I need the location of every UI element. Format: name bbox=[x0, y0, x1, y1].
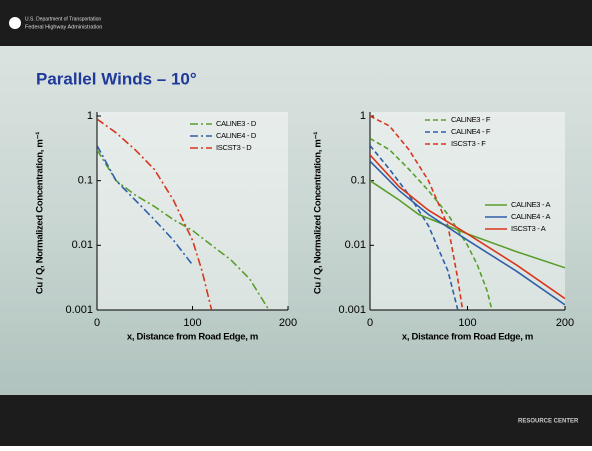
x-tick-label: 100 bbox=[458, 317, 476, 329]
legend-label: ISCST3 - A bbox=[511, 224, 546, 233]
series-line bbox=[370, 160, 565, 306]
x-tick-label: 0 bbox=[94, 317, 100, 329]
x-axis-label: x, Distance from Road Edge, m bbox=[127, 332, 258, 343]
y-tick-label: 1 bbox=[360, 110, 366, 122]
y-tick-label: 1 bbox=[87, 110, 93, 122]
series-line bbox=[370, 115, 464, 310]
bottom-band bbox=[0, 395, 592, 446]
agency: Federal Highway Administration bbox=[25, 24, 102, 30]
series-line bbox=[97, 118, 213, 310]
series-line bbox=[97, 149, 270, 310]
legend-label: CALINE4 - F bbox=[451, 127, 491, 136]
y-tick-label: 0.1 bbox=[78, 175, 93, 187]
legend-label: CALINE4 - A bbox=[511, 212, 551, 221]
x-axis-label: x, Distance from Road Edge, m bbox=[402, 332, 533, 343]
x-tick-label: 200 bbox=[279, 317, 297, 329]
footer: RESOURCE CENTER bbox=[518, 419, 579, 425]
legend-label: CALINE4 - D bbox=[216, 131, 257, 140]
legend-label: CALINE3 - D bbox=[216, 119, 257, 128]
y-tick-label: 0.01 bbox=[72, 239, 93, 251]
x-tick-label: 200 bbox=[556, 317, 574, 329]
series-line bbox=[370, 144, 459, 310]
y-tick-label: 0.001 bbox=[338, 304, 366, 316]
plot-area bbox=[97, 112, 288, 310]
legend-label: CALINE3 - F bbox=[451, 115, 491, 124]
series-line bbox=[370, 137, 493, 310]
y-axis-label: Cu / Q, Normalized Concentration, m⁻¹ bbox=[35, 132, 46, 294]
y-tick-label: 0.01 bbox=[345, 239, 366, 251]
series-line bbox=[97, 145, 194, 266]
agency: U.S. Department of Transportation bbox=[25, 16, 101, 22]
x-tick-label: 0 bbox=[367, 317, 373, 329]
series-line bbox=[370, 154, 565, 300]
legend-label: CALINE3 - A bbox=[511, 200, 551, 209]
y-tick-label: 0.001 bbox=[65, 304, 93, 316]
y-tick-label: 0.1 bbox=[351, 175, 366, 187]
legend-label: ISCST3 - D bbox=[216, 143, 252, 152]
y-axis-label: Cu / Q, Normalized Concentration, m⁻¹ bbox=[313, 132, 324, 294]
legend-label: ISCST3 - F bbox=[451, 139, 486, 148]
slide-title: Parallel Winds – 10° bbox=[36, 69, 197, 88]
x-tick-label: 100 bbox=[183, 317, 201, 329]
logo bbox=[9, 17, 21, 29]
top-band bbox=[0, 0, 592, 46]
